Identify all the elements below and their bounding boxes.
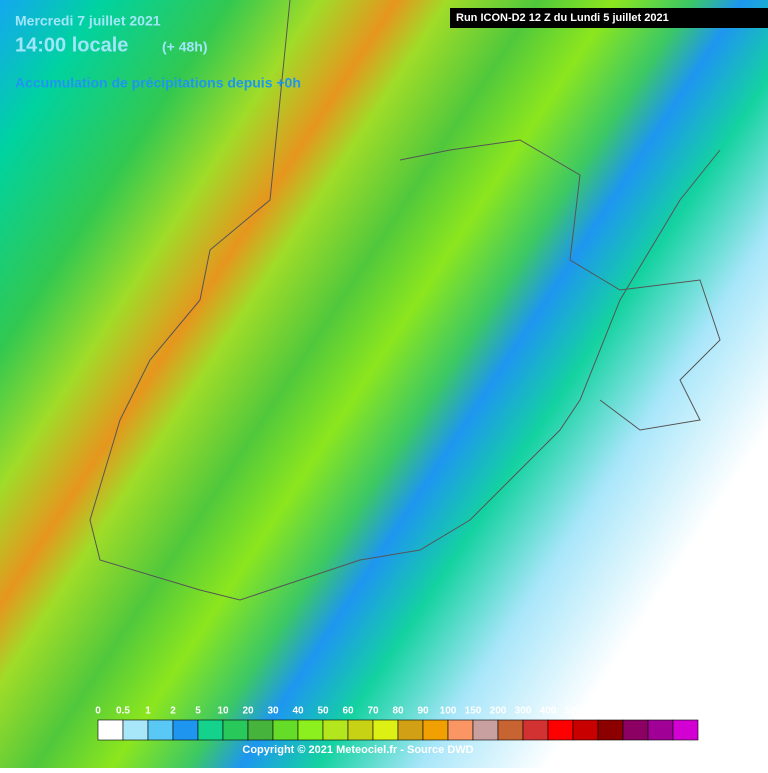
legend-label: 600 bbox=[590, 706, 607, 717]
legend-label: 20 bbox=[242, 706, 254, 717]
date: Mercredi 7 juillet 2021 bbox=[15, 13, 161, 29]
legend-swatch bbox=[447, 719, 474, 741]
legend-label: 800 bbox=[640, 706, 657, 717]
legend: 0 0.5 1 2 5 10 20 30 40 50 60 70 80 90 100 150 200 300 400… bbox=[95, 706, 699, 741]
legend-label: 400 bbox=[540, 706, 557, 717]
legend-swatch bbox=[422, 719, 449, 741]
legend-label: 2 bbox=[170, 706, 176, 717]
legend-label: 0 bbox=[95, 706, 101, 717]
legend-label: 300 bbox=[515, 706, 532, 717]
legend-swatch bbox=[672, 719, 699, 741]
legend-swatch bbox=[472, 719, 499, 741]
legend-swatch bbox=[597, 719, 624, 741]
legend-label: 60 bbox=[342, 706, 354, 717]
legend-label: 100 bbox=[440, 706, 457, 717]
legend-label: 5 bbox=[195, 706, 201, 717]
run-banner bbox=[450, 8, 768, 28]
legend-swatch bbox=[172, 719, 199, 741]
legend-swatch bbox=[322, 719, 349, 741]
legend-swatch bbox=[497, 719, 524, 741]
legend-swatch bbox=[647, 719, 674, 741]
legend-swatch bbox=[397, 719, 424, 741]
legend-swatch bbox=[622, 719, 649, 741]
legend-swatch bbox=[372, 719, 399, 741]
legend-label: 200 bbox=[490, 706, 507, 717]
legend-swatch bbox=[547, 719, 574, 741]
legend-label: 90 bbox=[417, 706, 429, 717]
legend-label: 50 bbox=[317, 706, 329, 717]
legend-label: 500 bbox=[565, 706, 582, 717]
legend-label: 80 bbox=[392, 706, 404, 717]
legend-swatch bbox=[272, 719, 299, 741]
legend-label: 40 bbox=[292, 706, 304, 717]
product: Accumulation de précipitations depuis +0… bbox=[15, 75, 301, 91]
legend-label: 30 bbox=[267, 706, 279, 717]
legend-swatch bbox=[197, 719, 224, 741]
legend-swatch bbox=[222, 719, 249, 741]
legend-swatch bbox=[247, 719, 274, 741]
legend-label: 0.5 bbox=[116, 706, 130, 717]
legend-swatch bbox=[122, 719, 149, 741]
legend-swatch bbox=[572, 719, 599, 741]
legend-swatch bbox=[97, 719, 124, 741]
legend-label: 1 bbox=[145, 706, 151, 717]
legend-swatch bbox=[347, 719, 374, 741]
copyright: Copyright © 2021 Meteociel.fr - Source D… bbox=[242, 744, 473, 756]
local-time: 14:00 locale bbox=[15, 34, 128, 56]
border bbox=[399, 139, 721, 431]
legend-label: 10 bbox=[217, 706, 229, 717]
border bbox=[89, 0, 721, 601]
lead-time: (+ 48h) bbox=[162, 39, 208, 55]
legend-label: 150 bbox=[465, 706, 482, 717]
legend-label: 70 bbox=[367, 706, 379, 717]
legend-label: 700 bbox=[615, 706, 632, 717]
legend-swatch bbox=[522, 719, 549, 741]
run-label: Run ICON-D2 12 Z du Lundi 5 juillet 2021 bbox=[456, 12, 669, 24]
legend-swatch bbox=[297, 719, 324, 741]
legend-swatch bbox=[147, 719, 174, 741]
